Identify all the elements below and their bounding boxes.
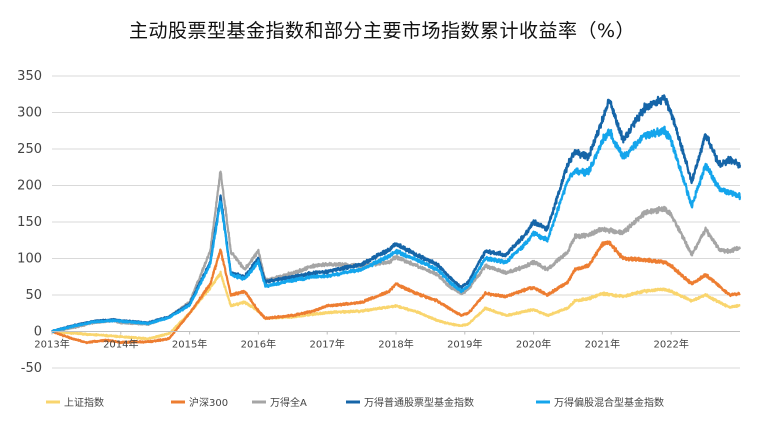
y-tick-label: 300 — [17, 106, 42, 121]
y-tick-label: 350 — [17, 69, 42, 84]
series-line-5 — [51, 125, 742, 334]
x-tick-label: 2019年 — [447, 338, 482, 351]
x-tick-label: 2021年 — [585, 338, 620, 351]
series-line-2 — [51, 240, 741, 345]
y-tick-label: 50 — [25, 288, 42, 303]
x-tick-label: 2015年 — [172, 338, 207, 351]
chart-title: 主动股票型基金指数和部分主要市场指数累计收益率（%） — [128, 20, 636, 42]
legend-label-5: 万得偏股混合型基金指数 — [554, 396, 664, 409]
y-tick-label: 0 — [34, 325, 42, 340]
y-tick-label: -50 — [21, 361, 42, 376]
y-tick-label: 150 — [17, 215, 42, 230]
x-tick-label: 2022年 — [653, 338, 688, 351]
series-layer — [51, 94, 742, 345]
y-tick-label: 200 — [17, 179, 42, 194]
legend: 上证指数 沪深300 万得全A 万得普通股票型基金指数 万得偏股混合型基金指数 — [46, 396, 664, 409]
x-tick-label: 2020年 — [516, 338, 551, 351]
x-tick-label: 2017年 — [309, 338, 344, 351]
x-tick-label: 2014年 — [103, 338, 138, 351]
legend-label-2: 沪深300 — [189, 396, 228, 409]
legend-label-1: 上证指数 — [64, 396, 104, 409]
y-tick-label: 250 — [17, 142, 42, 157]
legend-label-4: 万得普通股票型基金指数 — [364, 396, 474, 409]
series-line-1 — [51, 270, 741, 341]
series-line-4 — [51, 94, 742, 333]
axis-layer: -50 0 50 100 150 200 250 300 350 2013年 2014年 2015年 2… — [17, 69, 740, 376]
x-tick-label: 2016年 — [241, 338, 276, 351]
x-tick-label: 2018年 — [378, 338, 413, 351]
y-tick-label: 100 — [17, 252, 42, 267]
legend-label-3: 万得全A — [270, 396, 307, 409]
x-tick-label: 2013年 — [34, 338, 69, 351]
